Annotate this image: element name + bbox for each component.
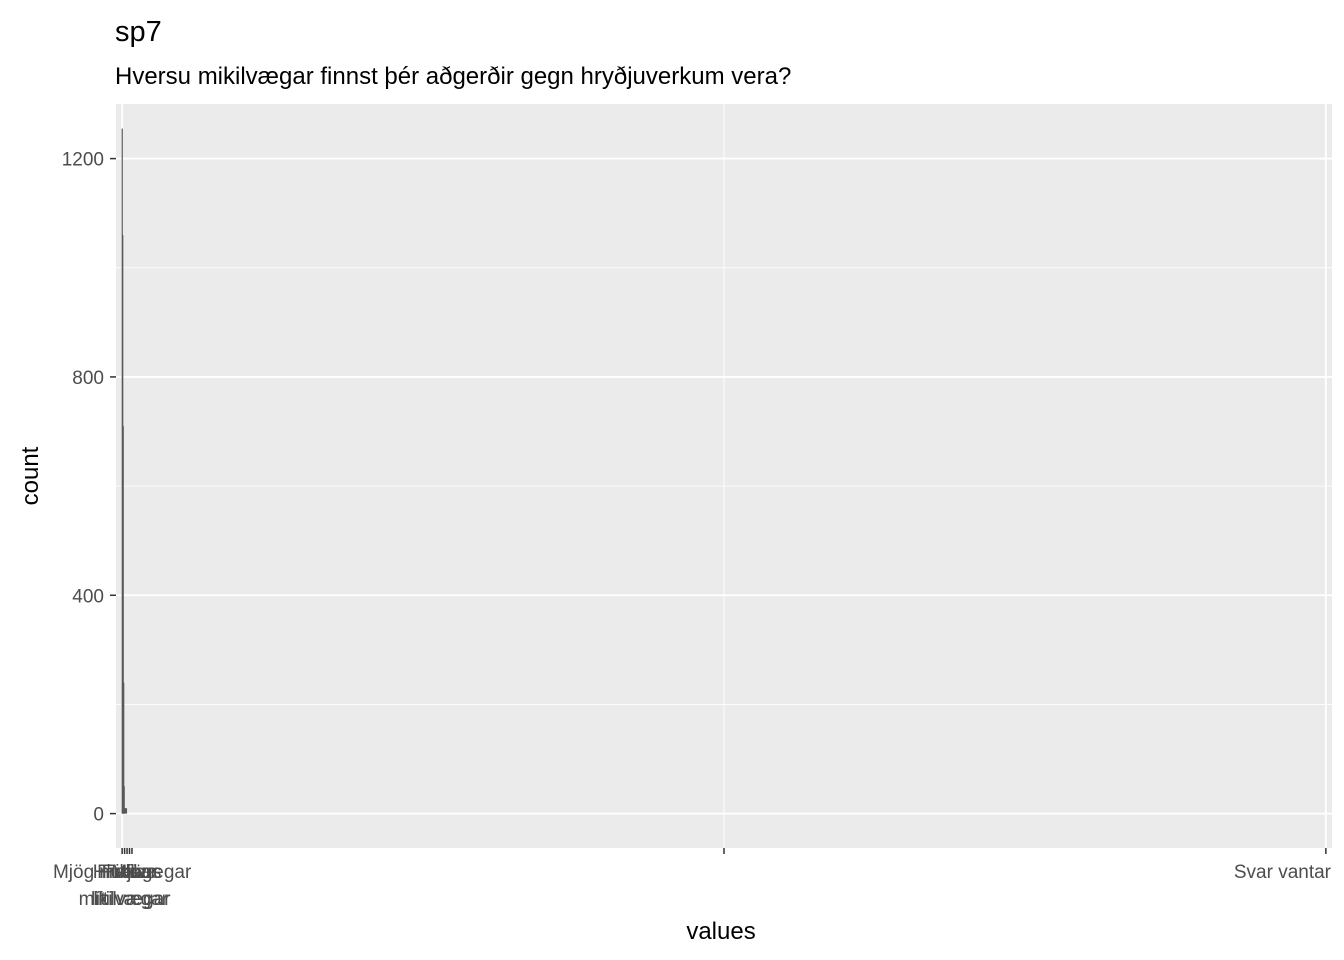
bars: [121, 128, 128, 814]
y-axis: 0 400 800 1200: [62, 150, 116, 826]
x-tick-label: Frekar lítilvægar: [91, 862, 169, 910]
x-tick-label: Hlutlaus: [93, 862, 162, 883]
y-tick-label: 800: [72, 368, 104, 389]
x-axis-title: values: [686, 918, 755, 945]
x-tick-label: Svar vantar: [1234, 862, 1332, 883]
y-tick-label: 400: [72, 586, 104, 607]
y-tick-label: 0: [93, 805, 104, 826]
y-axis-title: count: [17, 446, 44, 505]
bar-3: [122, 426, 124, 814]
bar-4: [123, 682, 125, 814]
x-tick-label: Mjög mikilvægar: [53, 862, 192, 883]
bar-5: [123, 786, 125, 814]
y-tick-label: 1200: [62, 150, 104, 171]
chart-title: sp7: [115, 16, 162, 48]
x-tick-label: Frekar mikilvægar: [79, 862, 172, 910]
x-tick-label: Mjög lítilvægar: [93, 862, 171, 910]
chart-subtitle: Hversu mikilvægar finnst þér aðgerðir ge…: [115, 63, 791, 90]
